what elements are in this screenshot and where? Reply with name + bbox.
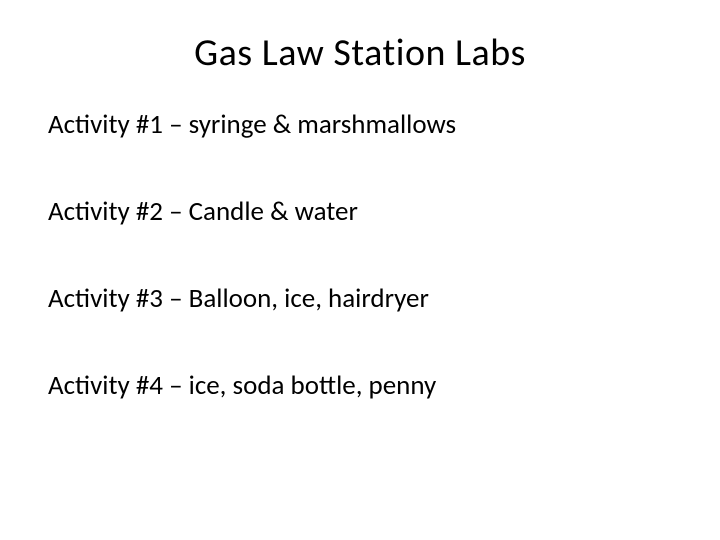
slide-title: Gas Law Station Labs (48, 30, 672, 76)
activity-item: Activity #2 – Candle & water (48, 195, 672, 228)
activity-item: Activity #4 – ice, soda bottle, penny (48, 369, 672, 402)
activity-list: Activity #1 – syringe & marshmallows Act… (48, 108, 672, 402)
slide-container: Gas Law Station Labs Activity #1 – syrin… (0, 0, 720, 540)
activity-item: Activity #1 – syringe & marshmallows (48, 108, 672, 141)
activity-item: Activity #3 – Balloon, ice, hairdryer (48, 282, 672, 315)
